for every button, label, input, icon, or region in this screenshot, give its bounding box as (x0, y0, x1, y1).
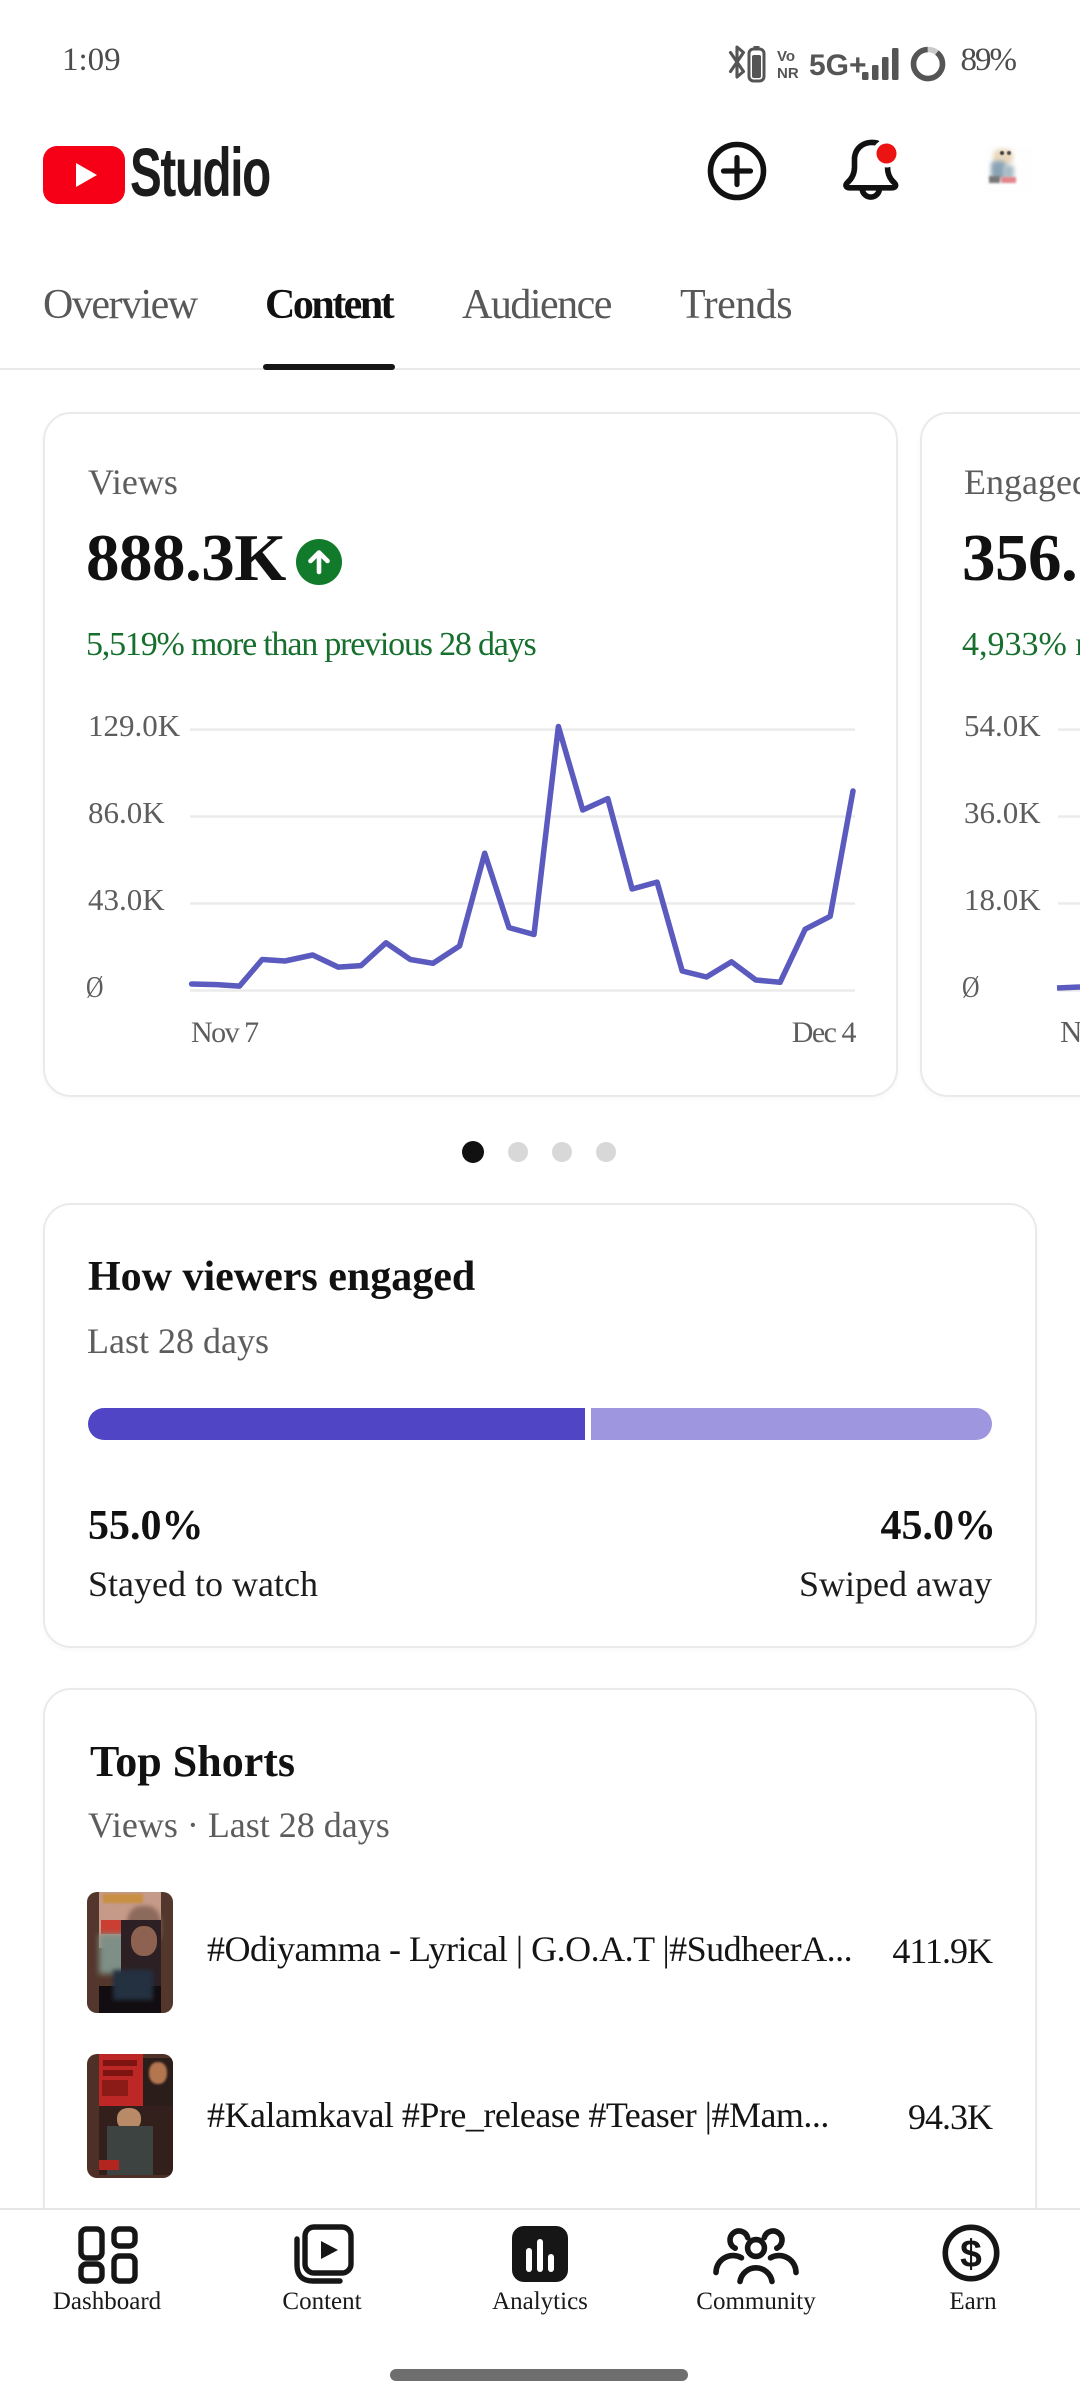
svg-text:5G+: 5G+ (809, 49, 867, 82)
svg-text:NR: NR (777, 65, 799, 82)
svg-text:Vo: Vo (777, 48, 795, 65)
svg-text:$: $ (960, 2233, 982, 2276)
